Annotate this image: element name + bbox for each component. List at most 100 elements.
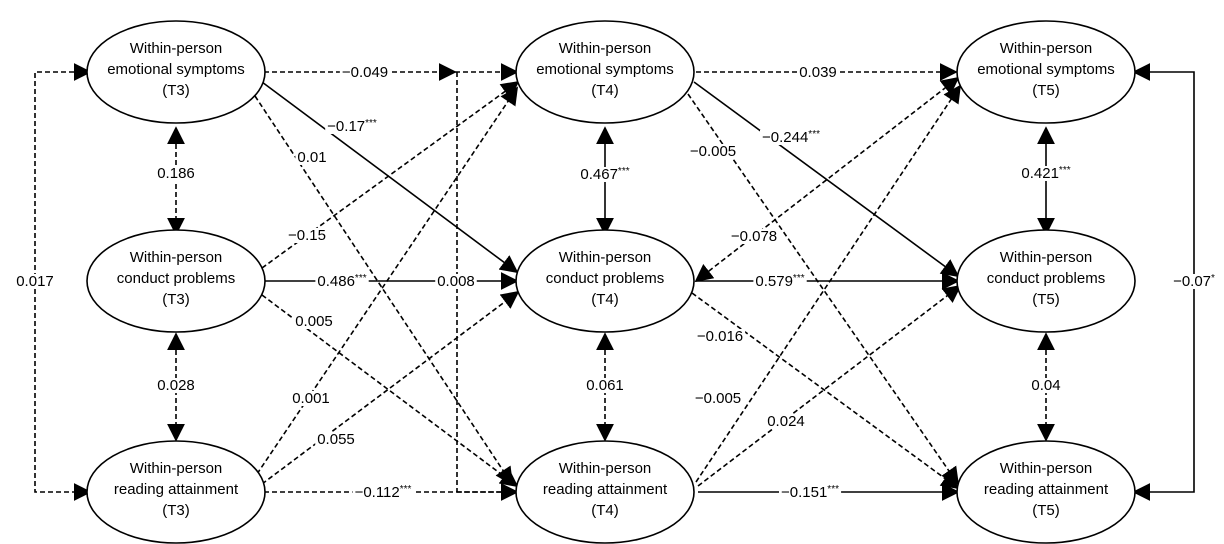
coef-c_cov_em5_ra5: −0.07*	[1171, 273, 1218, 290]
significance-marker: ***	[1059, 165, 1071, 176]
node-label-line: (T4)	[591, 291, 619, 308]
node-label-line: (T3)	[162, 502, 190, 519]
coefficient-label: −0.112***	[355, 484, 412, 501]
coefficient-label: 0.001	[292, 390, 330, 407]
path-ra3-cp4	[261, 290, 520, 485]
node-ellipse	[956, 20, 1136, 124]
node-label-line: Within-person	[130, 249, 223, 266]
node-label-line: Within-person	[1000, 40, 1093, 57]
node-label-line: Within-person	[1000, 460, 1093, 477]
label-background	[687, 144, 739, 159]
coefficient-value: 0.024	[767, 413, 805, 430]
coef-c_ra4_ra5: −0.151***	[779, 484, 842, 501]
label-background	[293, 314, 335, 329]
coef-c_cp3_em4: −0.15	[286, 227, 328, 244]
node-cp5: Within-person conduct problems (T5)	[956, 229, 1136, 333]
label-background	[14, 274, 56, 289]
coefficient-label: 0.008	[437, 273, 475, 290]
coef-c_em3_ra4: 0.01	[295, 149, 329, 166]
path-ra4-em5	[695, 84, 961, 483]
node-label-line: (T3)	[162, 291, 190, 308]
node-label-line: Within-person	[130, 460, 223, 477]
label-background	[295, 150, 329, 165]
label-background	[753, 274, 807, 289]
coefficient-value: −0.244	[762, 129, 808, 146]
coef-c_cov_cp5_ra5: 0.04	[1029, 377, 1063, 394]
node-label-line: Within-person	[559, 40, 652, 57]
node-em3: Within-person emotional symptoms (T3)	[86, 20, 266, 124]
coef-c_cov_cp4_ra4: 0.061	[584, 377, 626, 394]
node-ellipse	[956, 229, 1136, 333]
coefficient-value: −0.07	[1173, 273, 1211, 290]
coef-c_cp4_ra5: −0.016	[694, 328, 746, 345]
node-cp3: Within-person conduct problems (T3)	[86, 229, 266, 333]
node-label-line: (T4)	[591, 82, 619, 99]
label-background	[692, 391, 744, 406]
node-label-line: reading attainment	[543, 481, 668, 498]
path-ra4-cp5	[697, 284, 962, 487]
label-background	[584, 378, 626, 393]
label-background	[797, 65, 839, 80]
coef-c_em3_em4: −0.049	[339, 64, 391, 81]
coefficient-value: 0.039	[799, 64, 837, 81]
label-background	[290, 391, 332, 406]
coefficient-value: −0.016	[697, 328, 743, 345]
significance-marker: ***	[365, 118, 377, 129]
node-ra4: Within-person reading attainment (T4)	[515, 440, 695, 544]
coefficient-value: −0.151	[781, 484, 827, 501]
coefficient-label: −0.016	[697, 328, 743, 345]
label-background	[1171, 274, 1218, 289]
coefficient-label: 0.024	[767, 413, 805, 430]
coefficient-labels: −0.049−0.17***0.01−0.150.486***0.0050.00…	[14, 64, 1218, 501]
label-background	[779, 485, 842, 500]
node-ellipse	[515, 440, 695, 544]
coefficient-value: 0.061	[586, 377, 624, 394]
coefficient-value: −0.17	[327, 118, 365, 135]
significance-marker: ***	[793, 273, 805, 284]
label-background	[694, 329, 746, 344]
node-label-line: Within-person	[559, 249, 652, 266]
significance-marker: ***	[355, 273, 367, 284]
node-ellipse	[515, 229, 695, 333]
node-label-line: emotional symptoms	[107, 61, 245, 78]
coef-c_cov_em3_ra3: 0.017	[14, 273, 56, 290]
label-background	[578, 167, 632, 182]
coefficient-label: 0.579***	[755, 273, 804, 290]
path-ra3-em4	[256, 86, 519, 475]
node-em4: Within-person emotional symptoms (T4)	[515, 20, 695, 124]
coefficient-label: 0.028	[157, 377, 195, 394]
coefficient-label: −0.07*	[1173, 273, 1215, 290]
coef-c_ra4_cp5: 0.024	[765, 413, 807, 430]
node-label-line: (T5)	[1032, 82, 1060, 99]
coefficient-label: −0.15	[288, 227, 326, 244]
path-cp4-em5	[694, 76, 960, 283]
node-ra3: Within-person reading attainment (T3)	[86, 440, 266, 544]
coef-c_ra3_em4: 0.001	[290, 390, 332, 407]
coefficient-value: −0.078	[731, 228, 777, 245]
node-cp4: Within-person conduct problems (T4)	[515, 229, 695, 333]
label-background	[1019, 166, 1073, 181]
coef-c_em3_cp4: −0.17***	[325, 118, 379, 135]
node-em5: Within-person emotional symptoms (T5)	[956, 20, 1136, 124]
coefficient-value: 0.421	[1021, 165, 1059, 182]
path-cp4-ra5	[691, 292, 960, 490]
label-background	[325, 119, 379, 134]
coefficient-label: −0.049	[342, 64, 388, 81]
coefficient-value: 0.001	[292, 390, 330, 407]
path-em4-cp5	[693, 81, 960, 278]
coefficient-value: 0.186	[157, 165, 195, 182]
coefficient-label: 0.467***	[580, 166, 629, 183]
coefficient-label: −0.244***	[762, 129, 820, 146]
coefficient-label: 0.486***	[317, 273, 366, 290]
node-ellipse	[86, 20, 266, 124]
node-label-line: emotional symptoms	[536, 61, 674, 78]
coef-c_ra3_cp4: 0.055	[315, 431, 357, 448]
coefficient-label: 0.055	[317, 431, 355, 448]
coef-c_cp4_em5: −0.078	[728, 228, 780, 245]
path-em3-ra4	[254, 95, 513, 486]
significance-marker: ***	[400, 484, 412, 495]
coefficient-value: 0.017	[16, 273, 54, 290]
coefficient-label: 0.061	[586, 377, 624, 394]
coefficient-label: 0.01	[297, 149, 326, 166]
